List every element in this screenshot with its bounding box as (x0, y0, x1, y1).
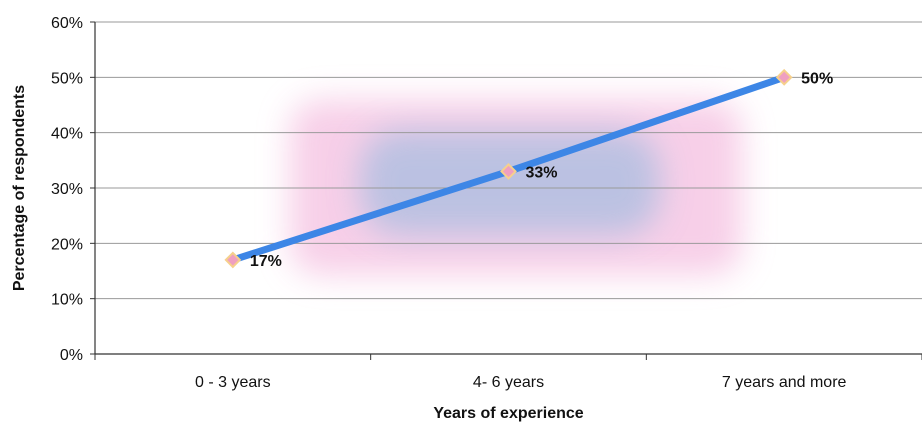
y-tick-label: 0% (60, 347, 83, 364)
data-point-marker (775, 68, 793, 86)
data-label: 50% (801, 70, 833, 87)
data-point-marker (224, 251, 242, 269)
x-axis-title: Years of experience (433, 405, 583, 422)
x-tick-labels: 0 - 3 years 4- 6 years 7 years and more (195, 374, 846, 391)
y-tick-label: 20% (51, 236, 83, 253)
y-tick-label: 30% (51, 181, 83, 198)
data-label: 17% (250, 253, 282, 270)
x-tick-label: 0 - 3 years (195, 374, 271, 391)
y-tick-label: 10% (51, 292, 83, 309)
x-tick-label: 4- 6 years (473, 374, 544, 391)
x-tick-label: 7 years and more (722, 374, 847, 391)
axes (90, 21, 922, 360)
gridlines (95, 21, 922, 300)
glow-inner (360, 130, 660, 235)
y-tick-label: 40% (51, 126, 83, 143)
series-line (224, 68, 793, 269)
y-tick-labels: 0% 10% 20% 30% 40% 50% 60% (51, 15, 83, 364)
y-tick-label: 60% (51, 15, 83, 32)
data-labels: 17% 33% 50% (250, 70, 833, 270)
y-tick-label: 50% (51, 70, 83, 87)
y-axis-title: Percentage of respondents (11, 85, 28, 291)
data-point-marker (500, 162, 517, 180)
data-label: 33% (526, 164, 558, 181)
